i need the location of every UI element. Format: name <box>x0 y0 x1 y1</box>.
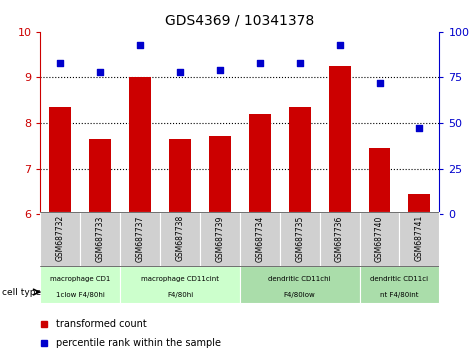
Bar <box>40 266 120 303</box>
Bar <box>329 66 351 214</box>
Point <box>57 60 64 66</box>
Bar <box>209 136 231 214</box>
Text: F4/80low: F4/80low <box>284 292 315 298</box>
Point <box>216 67 224 73</box>
Bar <box>80 212 120 267</box>
Bar <box>360 212 399 267</box>
Point <box>376 80 383 86</box>
Bar <box>129 78 151 214</box>
Bar <box>280 212 320 267</box>
Bar <box>240 266 360 303</box>
Point <box>416 126 423 131</box>
Text: GSM687738: GSM687738 <box>176 215 184 261</box>
Bar <box>399 212 439 267</box>
Bar <box>160 212 200 267</box>
Bar <box>169 139 191 214</box>
Text: dendritic CD11ci: dendritic CD11ci <box>370 275 428 281</box>
Point <box>256 60 264 66</box>
Text: cell type: cell type <box>2 287 41 297</box>
Text: GSM687737: GSM687737 <box>136 215 144 262</box>
Bar <box>360 266 439 303</box>
Text: GSM687741: GSM687741 <box>415 215 424 261</box>
Bar <box>89 139 111 214</box>
Bar <box>240 212 280 267</box>
Text: transformed count: transformed count <box>57 319 147 329</box>
Text: nt F4/80int: nt F4/80int <box>380 292 419 298</box>
Text: GSM687735: GSM687735 <box>295 215 304 262</box>
Text: GSM687733: GSM687733 <box>96 215 104 262</box>
Text: 1clow F4/80hi: 1clow F4/80hi <box>56 292 104 298</box>
Point <box>296 60 304 66</box>
Bar <box>40 212 80 267</box>
Bar <box>120 212 160 267</box>
Point <box>336 42 343 47</box>
Text: GSM687739: GSM687739 <box>216 215 224 262</box>
Point <box>96 69 104 75</box>
Text: F4/80hi: F4/80hi <box>167 292 193 298</box>
Bar <box>369 148 390 214</box>
Text: GSM687740: GSM687740 <box>375 215 384 262</box>
Bar <box>120 266 240 303</box>
Bar <box>289 107 311 214</box>
Text: dendritic CD11chi: dendritic CD11chi <box>268 275 331 281</box>
Point <box>176 69 184 75</box>
Text: GSM687732: GSM687732 <box>56 215 65 261</box>
Bar <box>408 194 430 214</box>
Text: GSM687734: GSM687734 <box>256 215 264 262</box>
Bar <box>49 107 71 214</box>
Point <box>136 42 144 47</box>
Bar <box>249 114 271 214</box>
Title: GDS4369 / 10341378: GDS4369 / 10341378 <box>165 14 314 28</box>
Bar <box>200 212 240 267</box>
Text: macrophage CD1: macrophage CD1 <box>50 275 111 281</box>
Text: GSM687736: GSM687736 <box>335 215 344 262</box>
Text: percentile rank within the sample: percentile rank within the sample <box>57 338 221 348</box>
Bar <box>320 212 360 267</box>
Text: macrophage CD11cint: macrophage CD11cint <box>141 275 219 281</box>
